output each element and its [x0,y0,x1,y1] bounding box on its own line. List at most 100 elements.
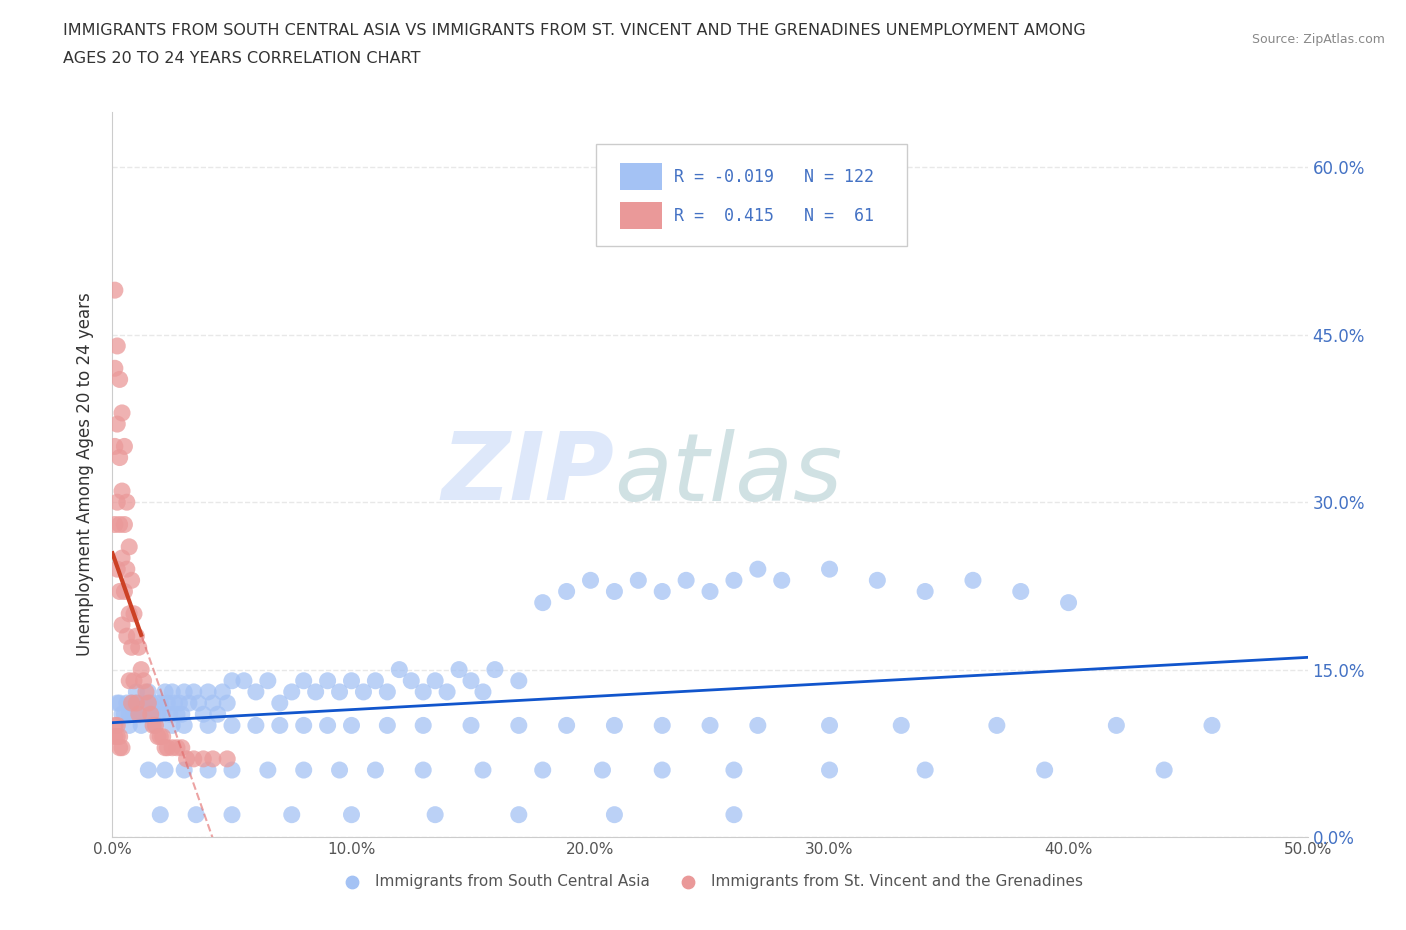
Point [149,696,172,711]
Point [138,684,160,699]
Point [555,718,578,733]
Point [121,696,143,711]
Point [211,684,233,699]
Point [723,763,745,777]
Point [115,696,138,711]
Point [105,718,128,733]
Point [156,696,179,711]
Point [128,707,150,722]
Point [217,751,239,766]
Point [114,517,135,532]
Point [340,718,363,733]
Point [128,696,150,711]
Point [412,718,434,733]
Point [121,696,143,711]
Point [603,584,626,599]
Text: R = -0.019   N = 122: R = -0.019 N = 122 [675,168,875,186]
Point [108,450,131,465]
Point [105,495,128,510]
Point [651,718,673,733]
Point [111,618,134,632]
Point [508,673,530,688]
Point [108,740,131,755]
Point [138,696,160,711]
Point [170,707,193,722]
Point [111,551,134,565]
Point [436,684,458,699]
Point [193,707,215,722]
Point [139,707,162,722]
Point [818,562,841,577]
Point [221,673,243,688]
Point [129,662,152,677]
Point [914,584,936,599]
Point [257,673,280,688]
Point [425,807,447,822]
Point [531,763,554,777]
Point [818,763,841,777]
Point [104,361,127,376]
Text: atlas: atlas [614,429,842,520]
Point [1105,718,1128,733]
Point [125,629,148,644]
Point [1010,584,1032,599]
Point [207,707,229,722]
Point [364,673,387,688]
Point [114,439,135,454]
Point [914,763,936,777]
Text: Source: ZipAtlas.com: Source: ZipAtlas.com [1251,33,1385,46]
Point [108,696,131,711]
Point [108,729,131,744]
Point [108,517,131,532]
Text: ZIP: ZIP [441,429,614,520]
Point [193,751,215,766]
Point [699,718,721,733]
Point [122,673,145,688]
Point [142,707,165,722]
Point [201,751,224,766]
Point [364,763,387,777]
Point [747,562,769,577]
Point [460,718,482,733]
Point [377,718,399,733]
Point [508,807,530,822]
Point [108,372,131,387]
Point [603,718,626,733]
Point [579,573,602,588]
Point [245,684,267,699]
Point [592,763,614,777]
Point [183,684,205,699]
Point [962,573,984,588]
Point [108,584,131,599]
FancyBboxPatch shape [620,163,662,190]
Point [723,573,745,588]
Point [118,707,141,722]
Point [145,718,167,733]
Point [129,718,152,733]
Point [149,807,172,822]
Point [401,673,423,688]
Point [412,763,434,777]
Point [269,718,291,733]
Point [170,740,193,755]
Point [166,740,188,755]
Point [145,696,167,711]
Point [1033,763,1056,777]
Point [340,673,363,688]
Point [121,573,143,588]
Point [162,740,183,755]
Point [723,807,745,822]
Text: AGES 20 TO 24 YEARS CORRELATION CHART: AGES 20 TO 24 YEARS CORRELATION CHART [63,51,420,66]
Point [329,684,352,699]
Point [221,763,243,777]
Point [125,684,148,699]
Point [118,718,141,733]
Point [173,763,195,777]
FancyBboxPatch shape [596,144,907,246]
Point [146,707,169,722]
Point [104,718,127,733]
Point [818,718,841,733]
Point [159,707,181,722]
Point [472,763,495,777]
Point [447,662,470,677]
